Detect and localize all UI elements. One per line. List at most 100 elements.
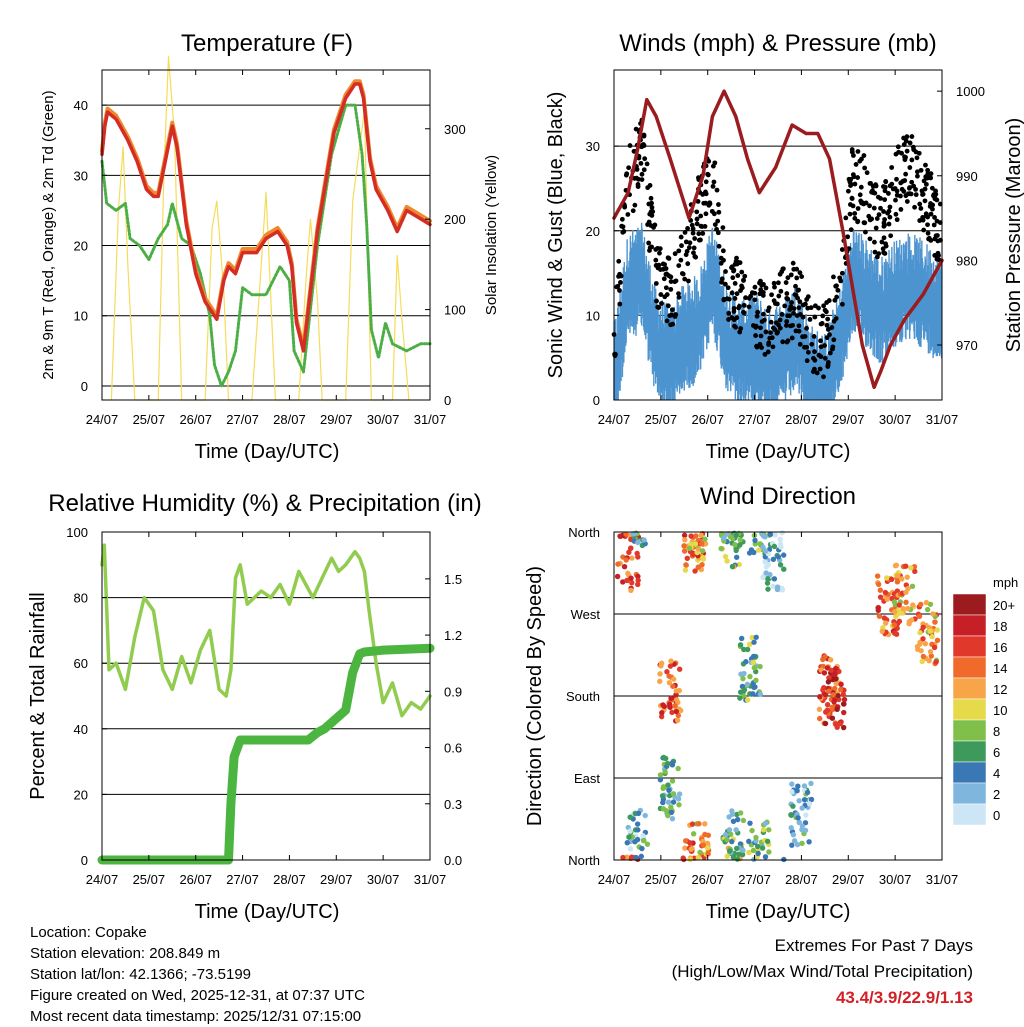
gust-point: [882, 188, 888, 194]
direction-point: [666, 787, 672, 793]
gust-point: [909, 157, 915, 163]
gust-point: [714, 187, 720, 193]
gust-point: [618, 273, 624, 279]
direction-point: [740, 847, 746, 853]
gust-point: [650, 209, 656, 214]
direction-point: [736, 561, 742, 568]
direction-point: [931, 644, 938, 651]
colorbar-label: 2: [993, 787, 1000, 802]
gust-point: [830, 346, 835, 352]
direction-point: [917, 641, 923, 647]
gust-point: [640, 142, 646, 147]
direction-point: [633, 854, 639, 861]
gust-point: [639, 177, 645, 183]
gust-point: [788, 304, 794, 310]
colorbar-swatch: [952, 614, 987, 637]
direction-point: [684, 555, 690, 562]
direction-point: [801, 783, 808, 789]
elevation-text: Station elevation: 208.849 m: [30, 945, 221, 962]
direction-point: [660, 702, 666, 708]
direction-point: [688, 533, 694, 539]
gust-point: [778, 288, 784, 294]
x-tick-label: 26/07: [179, 872, 212, 887]
direction-point: [657, 671, 663, 677]
direction-point: [755, 850, 761, 857]
direction-point: [677, 707, 684, 714]
colorbar-swatch: [952, 761, 987, 784]
direction-point: [681, 548, 688, 554]
gust-point: [822, 343, 828, 348]
gust-point: [913, 186, 918, 192]
direction-point: [928, 653, 935, 659]
gust-point: [785, 296, 791, 302]
direction-point: [738, 671, 744, 677]
gust-point: [782, 303, 788, 309]
x-tick-label: 28/07: [273, 872, 306, 887]
gust-point: [907, 165, 913, 170]
gust-point: [789, 300, 794, 305]
station-info: Location: Copake Station elevation: 208.…: [30, 922, 365, 1027]
gust-point: [845, 234, 851, 240]
gust-point: [665, 255, 671, 261]
gust-point: [869, 189, 874, 195]
gust-point: [928, 238, 934, 243]
y2-tick-label: 300: [444, 122, 466, 137]
y-tick-label: 40: [74, 98, 88, 113]
direction-point: [740, 675, 746, 682]
gust-point: [921, 227, 927, 233]
direction-point: [934, 637, 941, 643]
direction-point: [917, 629, 923, 636]
gust-point: [920, 192, 925, 198]
direction-point: [751, 684, 757, 690]
gust-point: [932, 196, 938, 202]
gust-point: [797, 341, 803, 347]
direction-point: [699, 540, 705, 547]
gust-point: [690, 230, 696, 236]
winds-plot-frame: [613, 69, 943, 401]
direction-point: [770, 583, 776, 589]
gust-point: [626, 165, 632, 171]
gust-point: [653, 247, 659, 252]
gust-point: [659, 301, 664, 306]
gust-point: [758, 325, 763, 331]
direction-point: [753, 634, 759, 640]
gust-point: [627, 143, 633, 148]
gust-point: [802, 344, 807, 350]
winds-ylabel: Sonic Wind & Gust (Blue, Black): [545, 92, 567, 379]
gust-point: [821, 374, 826, 380]
gust-point: [773, 320, 779, 326]
direction-point: [666, 701, 673, 708]
gust-point: [814, 370, 820, 376]
gust-point: [909, 179, 915, 185]
y2-tick-label: 970: [956, 338, 978, 353]
direction-point: [638, 853, 645, 860]
gust-point: [822, 307, 828, 313]
gust-point: [696, 231, 702, 237]
direction-point: [666, 679, 673, 686]
gust-point: [831, 274, 836, 280]
gust-point: [852, 211, 858, 216]
gust-point: [818, 344, 824, 350]
gust-point: [696, 175, 701, 181]
colorbar-swatch: [952, 740, 987, 763]
direction-point: [825, 688, 832, 694]
direction-point: [692, 568, 698, 574]
direction-point: [877, 594, 884, 600]
direction-point: [724, 531, 730, 537]
gust-point: [653, 257, 659, 263]
gust-point: [772, 284, 777, 290]
gust-point: [725, 285, 731, 291]
gust-point: [741, 302, 747, 308]
direction-point: [705, 832, 712, 838]
direction-point: [821, 685, 827, 691]
direction-point: [639, 845, 645, 852]
direction-point: [669, 709, 675, 716]
direction-point: [702, 821, 708, 827]
direction-point: [670, 683, 676, 689]
gust-point: [746, 304, 752, 310]
gust-point: [687, 240, 693, 246]
direction-point: [765, 586, 771, 592]
direction-point: [628, 587, 634, 594]
gust-point: [788, 323, 793, 329]
dewpoint-line: [100, 103, 432, 388]
